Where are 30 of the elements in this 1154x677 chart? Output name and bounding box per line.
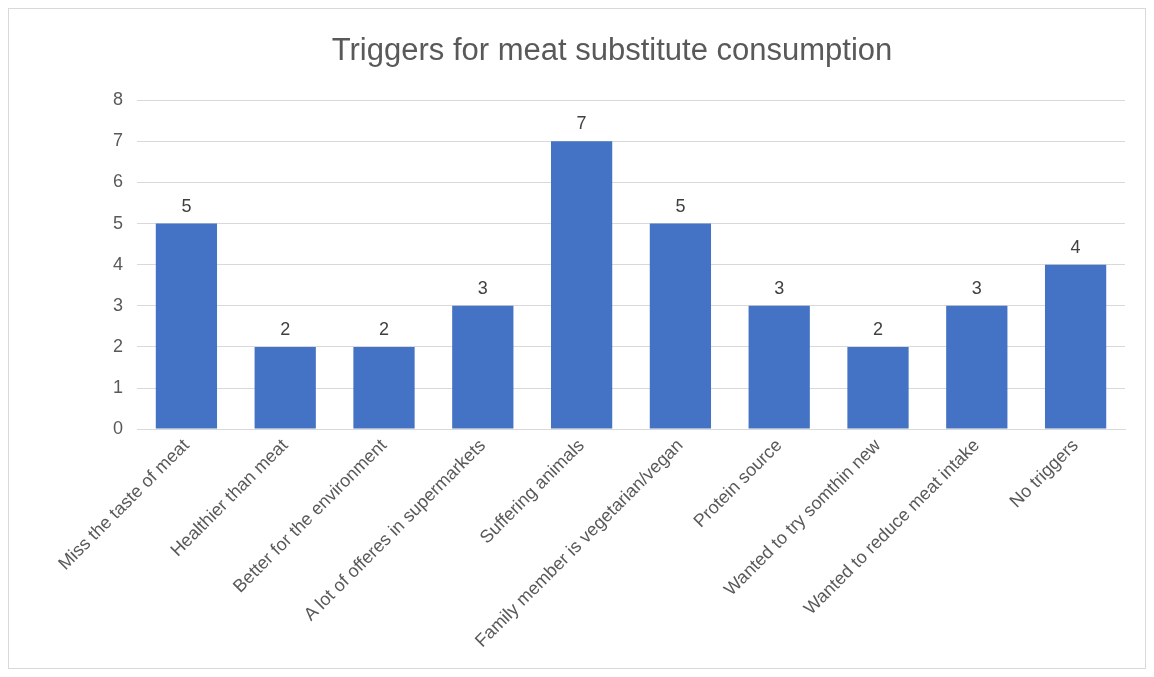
data-label: 4 bbox=[1070, 236, 1081, 257]
bar bbox=[946, 305, 1008, 429]
bar bbox=[550, 141, 613, 429]
data-label: 3 bbox=[774, 277, 785, 298]
bar bbox=[847, 346, 909, 429]
bar bbox=[649, 223, 712, 429]
y-tick-label: 0 bbox=[113, 418, 124, 439]
data-label: 5 bbox=[181, 195, 192, 216]
y-tick-label: 3 bbox=[113, 294, 124, 315]
data-label: 2 bbox=[379, 318, 390, 339]
data-label: 7 bbox=[576, 113, 587, 134]
data-label: 2 bbox=[872, 318, 884, 339]
data-label: 3 bbox=[971, 277, 982, 298]
y-tick-label: 5 bbox=[113, 212, 124, 233]
bar bbox=[748, 305, 810, 429]
bar bbox=[452, 305, 514, 429]
bar bbox=[1044, 264, 1107, 429]
chart-title: Triggers for meat substitute consumption bbox=[331, 32, 893, 68]
data-label: 5 bbox=[675, 195, 686, 216]
y-tick-label: 4 bbox=[113, 253, 124, 274]
bar bbox=[254, 346, 316, 429]
y-tick-label: 2 bbox=[113, 335, 124, 356]
y-tick-label: 7 bbox=[113, 130, 124, 151]
bar bbox=[353, 346, 415, 429]
y-tick-label: 6 bbox=[113, 171, 124, 192]
y-tick-label: 8 bbox=[113, 89, 124, 110]
data-label: 2 bbox=[280, 318, 291, 339]
data-label: 3 bbox=[477, 277, 488, 298]
y-tick-label: 1 bbox=[113, 376, 124, 397]
bar bbox=[155, 223, 218, 429]
